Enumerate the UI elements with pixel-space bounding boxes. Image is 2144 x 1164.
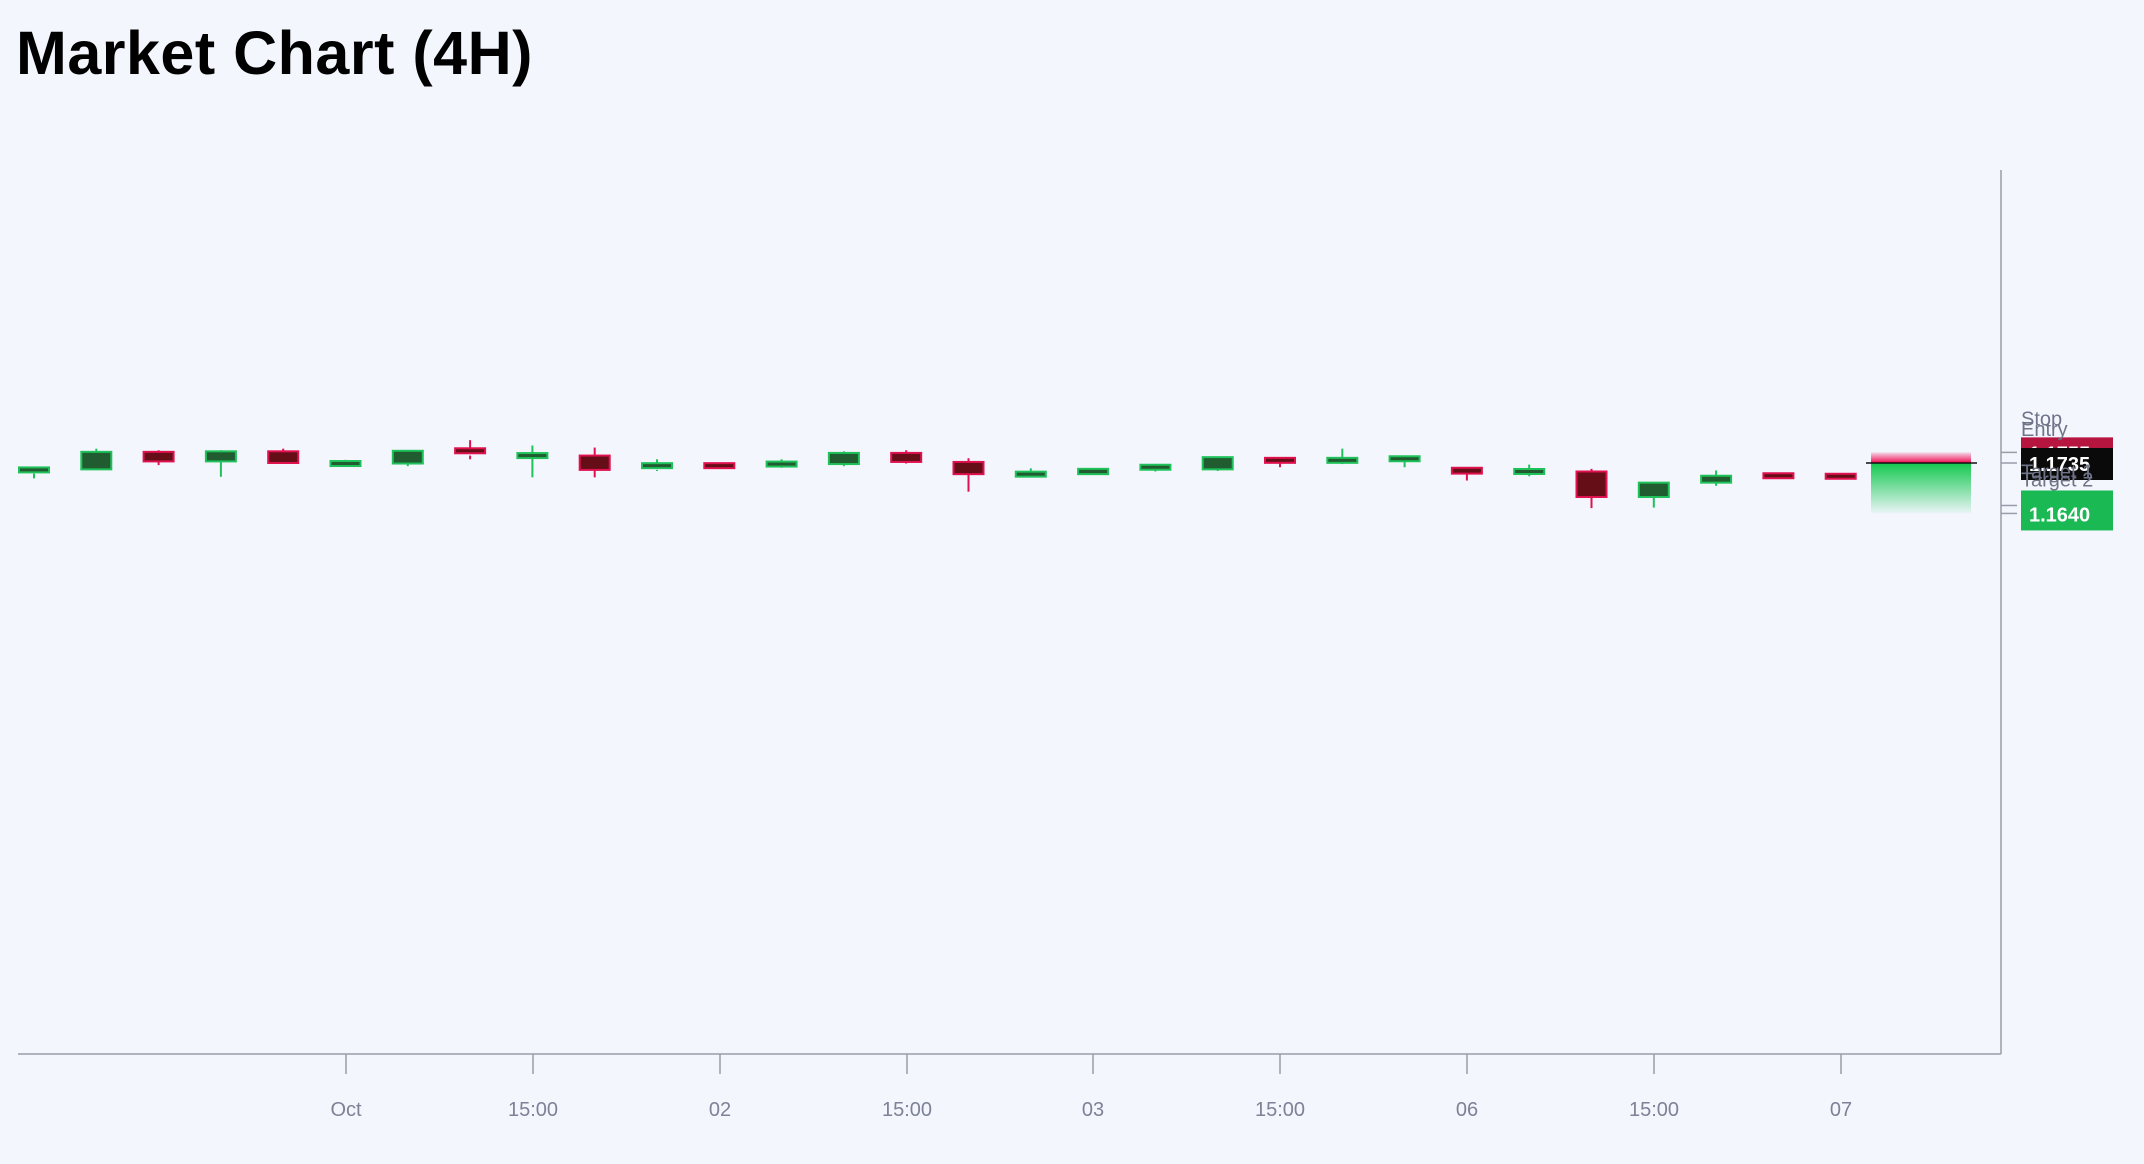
candle bbox=[641, 459, 673, 471]
candle-body bbox=[1264, 456, 1296, 464]
candle-body bbox=[1201, 456, 1234, 471]
target2-level-value: 1.1640 bbox=[2029, 504, 2090, 526]
candle-body bbox=[391, 449, 424, 465]
candle bbox=[391, 449, 424, 467]
candle bbox=[1762, 472, 1795, 480]
candle-body bbox=[18, 466, 50, 474]
x-tick-label: Oct bbox=[330, 1099, 362, 1121]
candle bbox=[329, 459, 362, 468]
candle bbox=[1077, 467, 1110, 476]
candle-body bbox=[1513, 467, 1546, 475]
candle bbox=[1264, 456, 1296, 468]
candle-body bbox=[1637, 481, 1670, 498]
candle bbox=[454, 440, 487, 460]
target1-level-name: Target 1 bbox=[2021, 461, 2093, 483]
candle bbox=[578, 447, 611, 478]
target2-level-name: Target 2 bbox=[2021, 469, 2093, 491]
candle bbox=[1388, 455, 1421, 468]
candle bbox=[703, 462, 736, 470]
candle bbox=[827, 451, 860, 467]
x-tick-label: 15:00 bbox=[508, 1099, 558, 1121]
candle-body bbox=[703, 462, 736, 470]
candle-body bbox=[204, 450, 237, 463]
candle bbox=[765, 459, 798, 468]
candle-body bbox=[1014, 470, 1047, 478]
candle bbox=[516, 445, 549, 478]
candle bbox=[1201, 456, 1234, 471]
candle-body bbox=[1762, 472, 1795, 480]
candle bbox=[1326, 448, 1359, 465]
candle-body bbox=[1326, 456, 1359, 464]
candle bbox=[1139, 463, 1172, 472]
candle-body bbox=[641, 462, 673, 470]
candle-body bbox=[80, 450, 113, 471]
candle-body bbox=[142, 450, 175, 463]
candle-body bbox=[1139, 463, 1172, 471]
x-tick-label: 15:00 bbox=[1255, 1099, 1305, 1121]
candle bbox=[1014, 468, 1047, 478]
candle-body bbox=[516, 452, 549, 460]
x-tick-label: 15:00 bbox=[1629, 1099, 1679, 1121]
candle bbox=[1637, 481, 1670, 508]
x-tick-label: 07 bbox=[1830, 1099, 1852, 1121]
candle bbox=[267, 448, 300, 464]
candle-body bbox=[1450, 466, 1483, 475]
candle-body bbox=[1575, 470, 1608, 498]
candle bbox=[1450, 466, 1483, 481]
candle-body bbox=[765, 460, 798, 468]
candle bbox=[952, 458, 985, 492]
candle bbox=[204, 450, 237, 477]
candle bbox=[890, 450, 923, 464]
candle bbox=[1513, 464, 1546, 477]
candle bbox=[80, 448, 113, 471]
entry-level-name: Entry bbox=[2021, 419, 2068, 441]
x-tick-label: 15:00 bbox=[882, 1099, 932, 1121]
take-profit-zone bbox=[1871, 463, 1971, 514]
candle-body bbox=[1700, 474, 1733, 484]
candle bbox=[1700, 470, 1733, 486]
candle-body bbox=[1077, 467, 1110, 476]
chart-title: Market Chart (4H) bbox=[16, 19, 533, 87]
entry-level-badge bbox=[2021, 448, 2113, 480]
target2-level-badge bbox=[2021, 498, 2113, 531]
candle-body bbox=[890, 451, 923, 463]
candle bbox=[142, 450, 175, 466]
candle-body bbox=[329, 460, 362, 468]
candle-body bbox=[827, 451, 860, 466]
stop-loss-zone bbox=[1871, 452, 1971, 463]
candle-body bbox=[952, 460, 985, 476]
x-tick-label: 02 bbox=[709, 1099, 731, 1121]
candle bbox=[1824, 472, 1857, 480]
candle-body bbox=[267, 450, 300, 464]
candle bbox=[1575, 468, 1608, 509]
entry-level-value: 1.1735 bbox=[2029, 454, 2090, 476]
candle-body bbox=[454, 447, 487, 455]
candle-body bbox=[1824, 472, 1857, 480]
candle-body bbox=[1388, 455, 1421, 463]
x-tick-label: 03 bbox=[1082, 1099, 1104, 1121]
candle bbox=[18, 466, 50, 479]
stop-level-name: Stop bbox=[2021, 408, 2062, 430]
candle-body bbox=[578, 454, 611, 471]
x-tick-label: 06 bbox=[1456, 1099, 1478, 1121]
